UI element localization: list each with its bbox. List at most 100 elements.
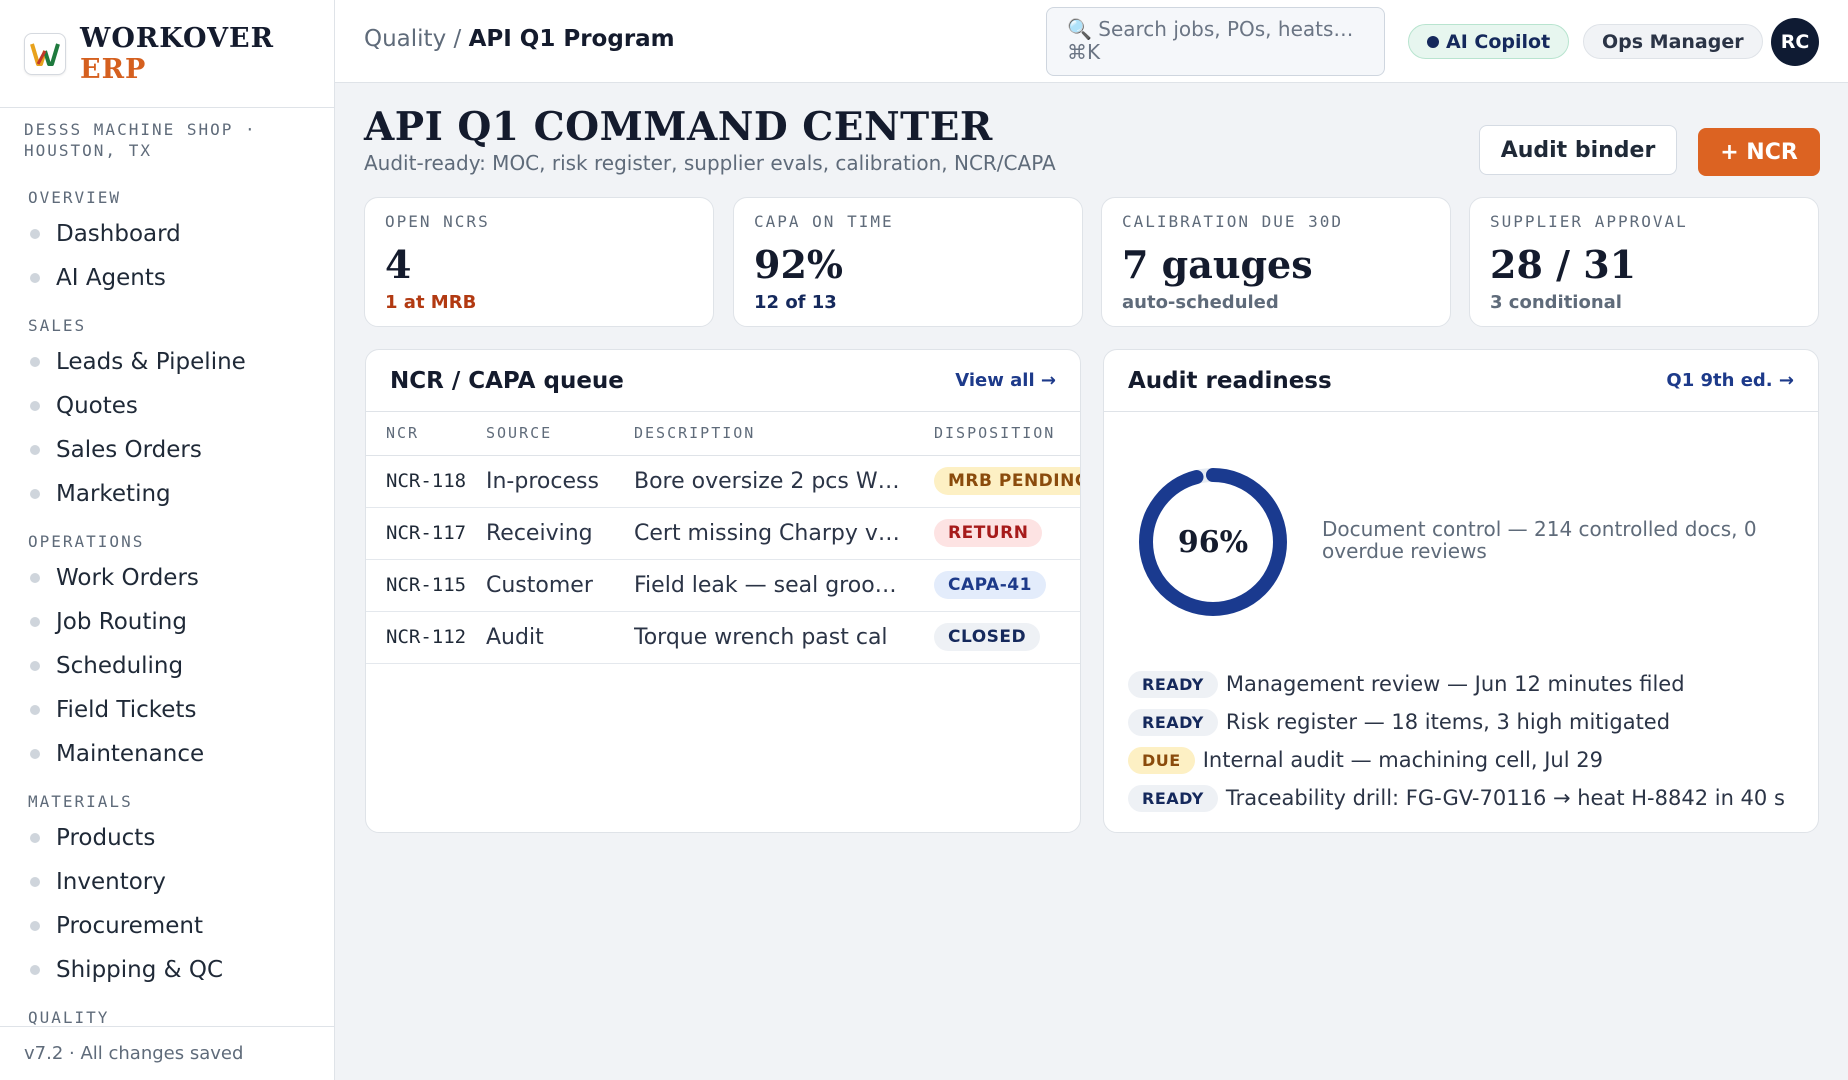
kpi-note: auto-scheduled: [1122, 292, 1279, 313]
kpi-calibration-due: CALIBRATION DUE 30D 7 gauges auto-schedu…: [1101, 197, 1451, 327]
sidebar-item-dashboard[interactable]: Dashboard: [0, 214, 334, 254]
sidebar-item-label: AI Agents: [56, 265, 166, 291]
kpi-value: 7 gauges: [1122, 242, 1313, 287]
edition-link[interactable]: Q1 9th ed. →: [1666, 370, 1794, 391]
kpi-value: 92%: [754, 242, 843, 287]
sidebar-item-label: Maintenance: [56, 741, 205, 767]
sidebar-item-label: Marketing: [56, 481, 171, 507]
checklist-text: Management review — Jun 12 minutes filed: [1225, 672, 1685, 696]
sidebar-item-job-routing[interactable]: Job Routing: [0, 602, 334, 642]
ncr-source: In-process: [486, 455, 634, 508]
ncr-id: NCR-117: [366, 507, 486, 560]
sidebar-item-field-tickets[interactable]: Field Tickets: [0, 690, 334, 730]
disposition-badge: RETURN: [934, 519, 1043, 547]
ncr-id: NCR-118: [366, 455, 486, 508]
bullet-icon: [30, 833, 40, 843]
column-header-disposition[interactable]: DISPOSITION: [934, 412, 1080, 456]
ncr-description: Bore oversize 2 pcs W…: [634, 455, 934, 508]
sidebar-item-label: Scheduling: [56, 653, 184, 679]
table-row[interactable]: NCR-112 Audit Torque wrench past cal CLOSED: [366, 611, 1080, 664]
bullet-icon: [30, 573, 40, 583]
sidebar-item-work-orders[interactable]: Work Orders: [0, 558, 334, 598]
ncr-source: Audit: [486, 611, 634, 664]
checklist-text: Internal audit — machining cell, Jul 29: [1202, 748, 1603, 772]
ai-copilot-button[interactable]: AI Copilot: [1408, 24, 1570, 59]
table-row[interactable]: NCR-118 In-process Bore oversize 2 pcs W… M…: [366, 455, 1080, 508]
search-input[interactable]: 🔍 Search jobs, POs, heats… ⌘K: [1046, 7, 1385, 76]
checklist-text: Risk register — 18 items, 3 high mitigat…: [1225, 710, 1671, 734]
kpi-value: 4: [385, 242, 412, 287]
column-header-description[interactable]: DESCRIPTION: [634, 412, 934, 456]
column-header-source[interactable]: SOURCE: [486, 412, 634, 456]
audit-binder-button[interactable]: Audit binder: [1479, 125, 1677, 175]
workover-logo: [24, 32, 66, 75]
sidebar-item-leads-pipeline[interactable]: Leads & Pipeline: [0, 342, 334, 382]
readiness-percent: 96%: [1177, 524, 1249, 560]
avatar[interactable]: RC: [1771, 18, 1819, 66]
sidebar-item-ai-agents[interactable]: AI Agents: [0, 258, 334, 298]
ncr-disposition: CAPA-41: [934, 559, 1080, 612]
status-badge: DUE: [1128, 746, 1195, 774]
table-row[interactable]: NCR-117 Receiving Cert missing Charpy v… RE…: [366, 507, 1080, 560]
page-title: API Q1 COMMAND CENTER: [364, 104, 993, 150]
ncr-disposition: RETURN: [934, 507, 1080, 560]
kpi-capa-on-time: CAPA ON TIME 92% 12 of 13: [733, 197, 1083, 327]
document-control-summary: Document control — 214 controlled docs, …: [1322, 517, 1757, 563]
disposition-badge: MRB PENDING: [934, 467, 1080, 495]
kpi-note: 3 conditional: [1490, 292, 1622, 313]
sidebar-item-label: Products: [56, 825, 156, 851]
bullet-icon: [30, 921, 40, 931]
breadcrumb-parent[interactable]: Quality /: [364, 26, 462, 52]
w-logo-icon: [30, 42, 60, 66]
nav-section-quality: QUALITY: [28, 1008, 110, 1027]
sidebar-item-marketing[interactable]: Marketing: [0, 474, 334, 514]
new-ncr-button[interactable]: + NCR: [1698, 128, 1820, 176]
checklist-item: READY Management review — Jun 12 minutes …: [1128, 665, 1785, 703]
view-all-link[interactable]: View all →: [955, 370, 1056, 391]
checklist-item: READY Risk register — 18 items, 3 high mi…: [1128, 703, 1785, 741]
save-status: v7.2 · All changes saved: [0, 1026, 334, 1080]
checklist-item: DUE Internal audit — machining cell, Jul …: [1128, 741, 1785, 779]
ncr-description: Field leak — seal groo…: [634, 559, 934, 612]
checklist-text: Traceability drill: FG-GV-70116 → heat H…: [1225, 786, 1785, 810]
brand[interactable]: WORKOVER ERP: [0, 0, 334, 108]
sidebar-item-procurement[interactable]: Procurement: [0, 906, 334, 946]
page-subtitle: Audit-ready: MOC, risk register, supplie…: [364, 151, 1056, 175]
ncr-capa-panel: NCR / CAPA queue View all → NCR SOURCE D…: [365, 349, 1081, 833]
kpi-label: SUPPLIER APPROVAL: [1490, 212, 1688, 231]
checklist-item: READY Traceability drill: FG-GV-70116 → h…: [1128, 779, 1785, 817]
audit-readiness-panel: Audit readiness Q1 9th ed. → 96% Documen…: [1103, 349, 1819, 833]
ncr-disposition: CLOSED: [934, 611, 1080, 664]
bullet-icon: [30, 357, 40, 367]
nav-section-operations: OPERATIONS: [28, 532, 145, 551]
role-switcher[interactable]: Ops Manager: [1583, 24, 1763, 59]
bullet-icon: [30, 705, 40, 715]
sidebar-item-shipping-qc[interactable]: Shipping & QC: [0, 950, 334, 990]
sidebar-item-scheduling[interactable]: Scheduling: [0, 646, 334, 686]
bullet-icon: [30, 489, 40, 499]
column-header-ncr[interactable]: NCR: [366, 412, 486, 456]
ai-copilot-label: AI Copilot: [1446, 30, 1551, 53]
readiness-donut: [1139, 468, 1287, 616]
breadcrumb: Quality / API Q1 Program: [364, 26, 675, 52]
sidebar-item-quotes[interactable]: Quotes: [0, 386, 334, 426]
ncr-id: NCR-112: [366, 611, 486, 664]
nav-section-sales: SALES: [28, 316, 87, 335]
table-row[interactable]: NCR-115 Customer Field leak — seal groo… CA…: [366, 559, 1080, 612]
sidebar-item-label: Sales Orders: [56, 437, 202, 463]
sidebar-item-label: Dashboard: [56, 221, 181, 247]
breadcrumb-current: API Q1 Program: [468, 26, 675, 52]
nav-section-overview: OVERVIEW: [28, 188, 122, 207]
sidebar-item-inventory[interactable]: Inventory: [0, 862, 334, 902]
kpi-label: CAPA ON TIME: [754, 212, 894, 231]
status-badge: READY: [1128, 670, 1218, 698]
sidebar-item-products[interactable]: Products: [0, 818, 334, 858]
kpi-note: 1 at MRB: [385, 292, 477, 313]
shop-location: DESSS MACHINE SHOP · HOUSTON, TX: [24, 120, 257, 160]
sidebar-item-maintenance[interactable]: Maintenance: [0, 734, 334, 774]
bullet-icon: [30, 661, 40, 671]
kpi-value: 28 / 31: [1490, 242, 1637, 287]
sidebar-item-sales-orders[interactable]: Sales Orders: [0, 430, 334, 470]
sidebar-item-label: Quotes: [56, 393, 138, 419]
ncr-disposition: MRB PENDING: [934, 455, 1080, 508]
